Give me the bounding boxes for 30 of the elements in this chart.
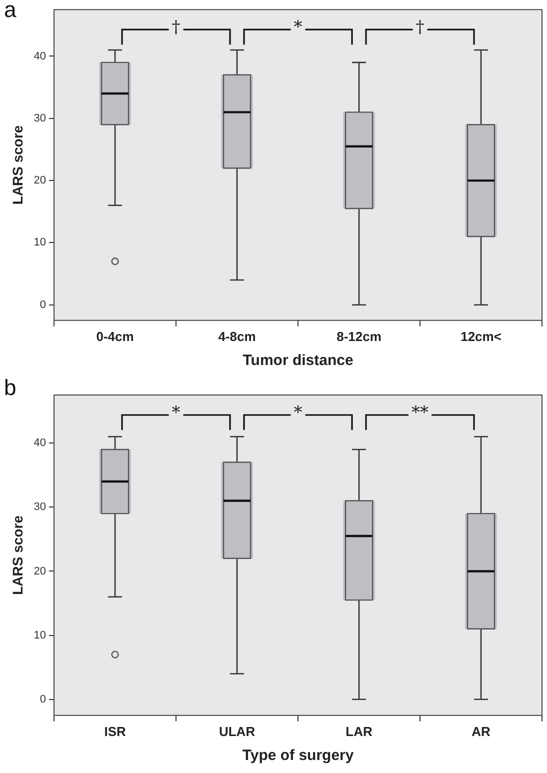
annotation: * [294,18,303,38]
annotation: ** [412,403,430,423]
y-tick-label: 10 [34,236,46,249]
y-tick-label: 10 [34,629,46,642]
y-tick-label: 40 [34,50,46,62]
y-tick-label: 20 [34,174,46,187]
annotation: † [416,18,425,38]
x-axis-title: Type of surgery [242,747,354,764]
annotation: * [294,403,303,423]
x-tick-label: 8-12cm [336,328,382,344]
x-tick-label: LAR [346,724,373,739]
x-tick-label: ISR [104,724,126,739]
x-tick-label: AR [472,724,491,739]
y-tick-label: 20 [34,565,46,578]
x-tick-label: ULAR [218,724,256,739]
x-tick-label: 0-4cm [96,328,134,344]
annotation: * [172,403,181,423]
chart-title: b [4,375,16,400]
y-axis-title: LARS score [9,515,26,595]
chart-title: a [4,0,17,22]
y-tick-label: 30 [34,501,46,514]
y-tick-label: 0 [40,693,46,706]
x-axis-title: Tumor distance [242,352,354,370]
y-tick-label: 0 [40,298,46,311]
x-tick-label: 12cm< [460,328,502,344]
y-axis-title: LARS score [9,125,26,205]
x-tick-label: 4-8cm [218,328,256,344]
y-tick-label: 40 [34,437,46,450]
annotation: † [172,18,181,38]
y-tick-label: 30 [34,112,46,124]
